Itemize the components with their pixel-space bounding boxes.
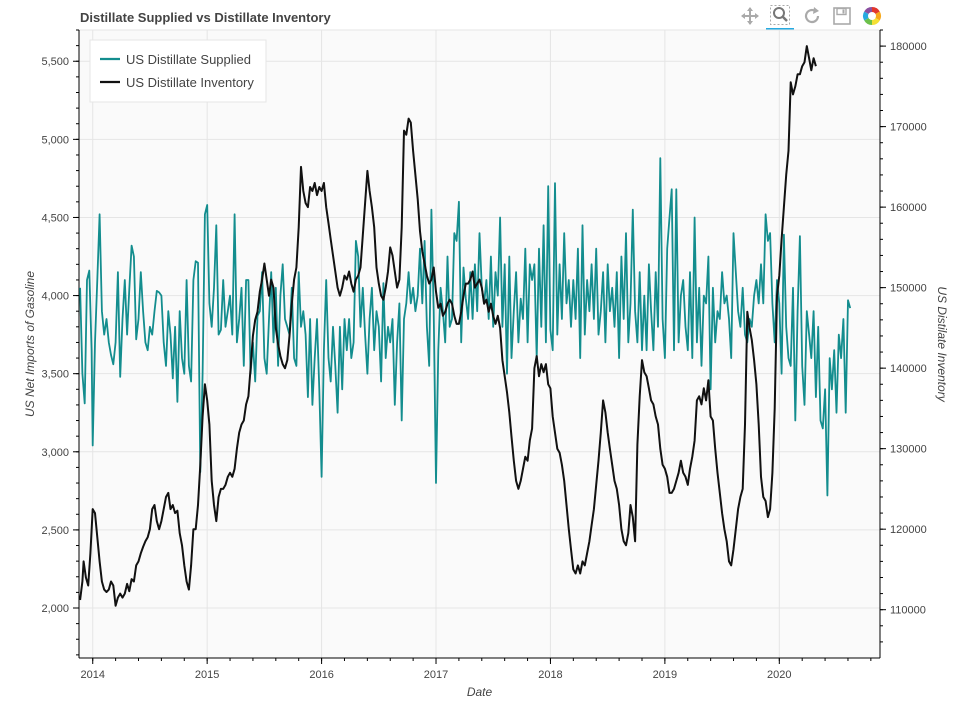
axes: 2014 2015 2016 2017 2018 2019 2020 2,000 2,500 3,…: [41, 29, 927, 681]
save-icon: [833, 7, 851, 25]
legend-box: [89, 39, 267, 103]
y-axis-left-label: US Net Imports of Gasoline: [23, 271, 37, 417]
y-right-tick-label: 170000: [890, 122, 927, 134]
bokeh-logo-icon: [862, 6, 882, 26]
x-tick-label: 2014: [80, 669, 104, 681]
y-left-tick-label: 3,500: [41, 369, 69, 381]
series-layer: [79, 45, 852, 607]
series-line-distillate-supplied[interactable]: [79, 157, 852, 497]
x-tick-label: 2018: [538, 669, 562, 681]
x-tick-label: 2017: [424, 669, 448, 681]
y-right-tick-label: 140000: [890, 363, 927, 375]
y-left-tick-label: 5,500: [41, 56, 69, 68]
y-axis-right-label: US Distilate Inventory: [935, 286, 949, 402]
bokeh-logo-link[interactable]: [858, 2, 886, 30]
x-tick-label: 2016: [309, 669, 333, 681]
y-right-tick-label: 180000: [890, 41, 927, 53]
y-left-tick-label: 5,000: [41, 134, 69, 146]
y-left-tick-label: 4,500: [41, 212, 69, 224]
x-tick-label: 2015: [195, 669, 219, 681]
pan-tool-button[interactable]: [736, 2, 764, 30]
x-tick-label: 2020: [767, 669, 791, 681]
y-left-tick-label: 3,000: [41, 447, 69, 459]
legend-item-label: US Distillate Supplied: [126, 52, 251, 67]
grid-lines: [79, 30, 880, 658]
y-left-tick-label: 2,000: [41, 603, 69, 615]
y-right-tick-label: 160000: [890, 202, 927, 214]
y-left-tick-label: 2,500: [41, 525, 69, 537]
legend: US Distillate Supplied US Distillate Inve…: [89, 39, 267, 103]
y-right-tick-label: 130000: [890, 444, 927, 456]
series-line-distillate-inventory[interactable]: [79, 45, 817, 607]
box-zoom-tool-button[interactable]: [766, 2, 794, 30]
y-left-tick-label: 4,000: [41, 291, 69, 303]
box-zoom-icon: [770, 5, 790, 25]
save-tool-button[interactable]: [828, 2, 856, 30]
y-right-tick-label: 120000: [890, 524, 927, 536]
y-right-tick-label: 150000: [890, 283, 927, 295]
x-tick-label: 2019: [653, 669, 677, 681]
pan-icon: [741, 7, 759, 25]
legend-item-label: US Distillate Inventory: [126, 75, 254, 90]
reset-tool-button[interactable]: [798, 2, 826, 30]
reset-icon: [804, 7, 820, 24]
x-axis-label: Date: [467, 685, 493, 699]
y-right-tick-label: 110000: [890, 605, 926, 617]
chart-toolbar: [736, 2, 890, 30]
chart-title: Distillate Supplied vs Distillate Invent…: [80, 10, 331, 25]
